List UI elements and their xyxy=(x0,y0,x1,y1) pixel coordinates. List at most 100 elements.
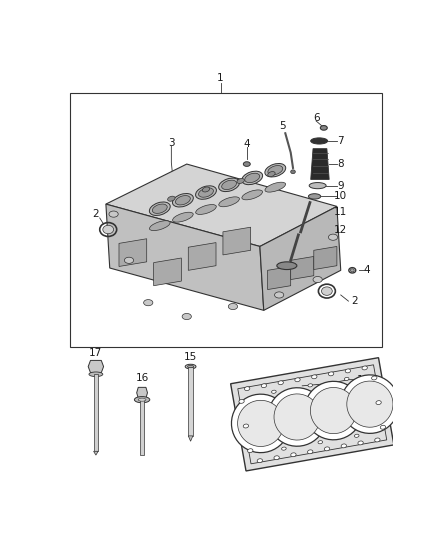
Ellipse shape xyxy=(308,384,313,387)
Text: 1: 1 xyxy=(217,73,224,83)
Ellipse shape xyxy=(265,164,286,177)
Ellipse shape xyxy=(268,166,283,175)
Polygon shape xyxy=(304,381,363,440)
Ellipse shape xyxy=(124,257,134,263)
Ellipse shape xyxy=(272,390,276,393)
Ellipse shape xyxy=(311,138,328,144)
Polygon shape xyxy=(274,394,320,440)
Ellipse shape xyxy=(149,221,170,231)
Ellipse shape xyxy=(228,303,237,310)
Text: 4: 4 xyxy=(364,265,370,276)
Text: 13: 13 xyxy=(357,375,371,385)
Ellipse shape xyxy=(176,196,191,205)
Ellipse shape xyxy=(187,366,194,368)
Polygon shape xyxy=(314,246,337,270)
Polygon shape xyxy=(260,206,341,310)
Polygon shape xyxy=(137,387,148,398)
Ellipse shape xyxy=(354,434,359,438)
Text: 4: 4 xyxy=(244,139,250,149)
Text: 17: 17 xyxy=(89,348,102,358)
Ellipse shape xyxy=(261,384,267,387)
Text: 14: 14 xyxy=(369,411,382,422)
Ellipse shape xyxy=(277,262,297,270)
Ellipse shape xyxy=(358,441,363,445)
Text: 12: 12 xyxy=(334,224,347,235)
Ellipse shape xyxy=(275,292,284,298)
Ellipse shape xyxy=(173,193,193,207)
Text: 3: 3 xyxy=(168,138,175,148)
Ellipse shape xyxy=(341,444,346,448)
Ellipse shape xyxy=(350,269,354,272)
Ellipse shape xyxy=(222,180,237,190)
Ellipse shape xyxy=(362,366,367,370)
Ellipse shape xyxy=(308,193,321,199)
Ellipse shape xyxy=(134,397,150,403)
Polygon shape xyxy=(311,149,329,180)
Polygon shape xyxy=(341,375,399,433)
Text: 2: 2 xyxy=(351,296,358,306)
Polygon shape xyxy=(154,258,181,286)
Polygon shape xyxy=(268,387,326,446)
Ellipse shape xyxy=(309,182,326,189)
Ellipse shape xyxy=(219,178,240,191)
Ellipse shape xyxy=(307,450,313,454)
Text: 2: 2 xyxy=(92,209,99,219)
Ellipse shape xyxy=(243,424,249,428)
Polygon shape xyxy=(311,387,357,434)
Ellipse shape xyxy=(257,459,262,463)
Text: 11: 11 xyxy=(334,207,347,217)
Text: 6: 6 xyxy=(313,113,319,123)
Polygon shape xyxy=(94,451,98,455)
Polygon shape xyxy=(188,436,193,441)
Ellipse shape xyxy=(237,179,244,183)
Text: 9: 9 xyxy=(337,181,344,191)
Ellipse shape xyxy=(328,372,334,376)
Ellipse shape xyxy=(268,172,275,176)
Ellipse shape xyxy=(318,441,323,444)
Ellipse shape xyxy=(274,456,279,459)
Ellipse shape xyxy=(144,300,153,306)
Ellipse shape xyxy=(219,197,240,207)
Ellipse shape xyxy=(244,387,250,391)
Text: 10: 10 xyxy=(334,191,347,201)
Ellipse shape xyxy=(168,196,175,201)
Ellipse shape xyxy=(149,202,170,215)
Text: 15: 15 xyxy=(184,352,197,361)
Polygon shape xyxy=(119,239,147,266)
Polygon shape xyxy=(291,256,314,280)
Ellipse shape xyxy=(344,377,349,381)
Ellipse shape xyxy=(245,173,260,183)
Polygon shape xyxy=(232,394,290,453)
Ellipse shape xyxy=(198,188,213,197)
Ellipse shape xyxy=(295,378,300,382)
Ellipse shape xyxy=(244,161,250,166)
Polygon shape xyxy=(106,164,337,246)
Ellipse shape xyxy=(324,447,330,451)
Polygon shape xyxy=(231,358,394,471)
Ellipse shape xyxy=(311,375,317,379)
Ellipse shape xyxy=(371,376,377,380)
Ellipse shape xyxy=(282,447,286,450)
Ellipse shape xyxy=(374,438,380,442)
Bar xyxy=(70,93,381,348)
Ellipse shape xyxy=(242,171,263,184)
Polygon shape xyxy=(88,360,103,373)
Ellipse shape xyxy=(196,205,216,214)
Ellipse shape xyxy=(239,399,244,403)
Ellipse shape xyxy=(196,186,216,199)
Bar xyxy=(94,374,98,451)
Ellipse shape xyxy=(321,287,332,295)
Polygon shape xyxy=(188,243,216,270)
Ellipse shape xyxy=(328,234,338,240)
Ellipse shape xyxy=(265,182,286,192)
Ellipse shape xyxy=(103,225,113,234)
Text: 5: 5 xyxy=(280,120,286,131)
Ellipse shape xyxy=(247,449,253,453)
Polygon shape xyxy=(223,227,251,255)
Ellipse shape xyxy=(185,364,196,369)
Ellipse shape xyxy=(182,313,191,320)
Ellipse shape xyxy=(89,372,103,377)
Polygon shape xyxy=(347,381,393,427)
Ellipse shape xyxy=(278,381,283,385)
Ellipse shape xyxy=(291,170,295,174)
